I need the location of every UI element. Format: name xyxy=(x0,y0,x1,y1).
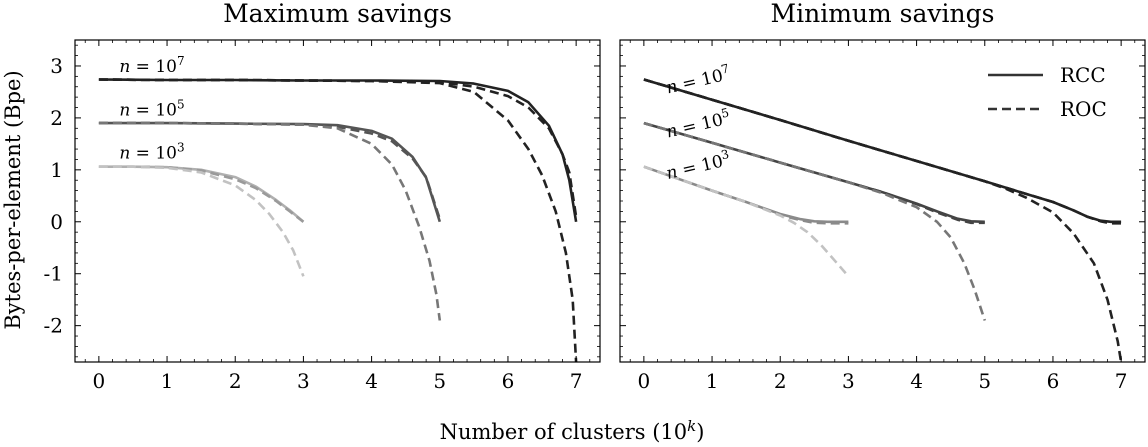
x-tick-label: 3 xyxy=(297,369,310,393)
series-line-n3-dashed xyxy=(98,165,305,277)
series-line-n3-solid xyxy=(98,165,305,223)
series-line-n7-dashed xyxy=(98,78,578,217)
x-tick-label: 0 xyxy=(637,369,650,393)
n-annotation: n = 105 xyxy=(119,97,184,120)
series-line-n3-dashed xyxy=(98,165,305,223)
panel-maximum-savings: Maximum savings 0 1 2 3 4 5 6 7 -2 -1 0 1 2 3 n = 107 n … xyxy=(44,0,601,393)
y-axis-label: Bytes-per-element (Bpe) xyxy=(1,70,25,329)
x-tick-label: 2 xyxy=(229,369,242,393)
x-tick-label: 4 xyxy=(365,369,378,393)
x-axis-label-end: ) xyxy=(696,420,704,444)
legend: RCC ROC xyxy=(988,63,1107,121)
y-tick-label: -1 xyxy=(44,262,63,286)
y-tick-label: -2 xyxy=(44,314,63,338)
n-annotation: n = 103 xyxy=(119,140,184,163)
y-tick-label: 1 xyxy=(50,158,63,182)
y-tick-label: 2 xyxy=(50,106,63,130)
x-tick-label: 3 xyxy=(842,369,855,393)
y-tick-label: 3 xyxy=(50,54,63,78)
x-tick-label: 7 xyxy=(570,369,583,393)
x-axis-label-exponent: k xyxy=(687,417,696,435)
x-axis-label-main: Number of clusters (10 xyxy=(440,420,688,444)
x-tick-label: 1 xyxy=(161,369,174,393)
series-line-n5-dashed xyxy=(643,121,987,321)
n-annotation: n = 107 xyxy=(664,61,733,98)
series-line-n5-dashed xyxy=(98,121,442,321)
x-tick-label: 4 xyxy=(910,369,923,393)
legend-label-rcc: RCC xyxy=(1060,63,1106,87)
x-axis-label: Number of clusters (10k) xyxy=(440,417,705,444)
legend-label-roc: ROC xyxy=(1060,97,1107,121)
x-tick-label: 5 xyxy=(978,369,991,393)
n-annotation: n = 105 xyxy=(664,105,733,142)
series-line-n7-dashed xyxy=(643,78,1123,363)
series-line-n7-dashed xyxy=(98,78,578,363)
n-annotation: n = 103 xyxy=(664,147,733,184)
y-tick-label: 0 xyxy=(50,210,63,234)
n-annotation: n = 107 xyxy=(119,54,184,77)
panel-title: Maximum savings xyxy=(223,0,452,28)
x-tick-label: 1 xyxy=(706,369,719,393)
x-tick-label: 2 xyxy=(774,369,787,393)
axes-frame xyxy=(74,39,601,363)
x-tick-label: 0 xyxy=(92,369,105,393)
series-line-n5-solid xyxy=(98,121,442,223)
x-tick-label: 7 xyxy=(1115,369,1128,393)
x-tick-label: 6 xyxy=(1047,369,1060,393)
panel-title: Minimum savings xyxy=(771,0,995,28)
panel-minimum-savings: Minimum savings 0 1 2 3 4 5 6 7 n = 107 n = 105 n =… xyxy=(619,0,1146,393)
x-tick-label: 6 xyxy=(502,369,515,393)
x-tick-label: 5 xyxy=(433,369,446,393)
